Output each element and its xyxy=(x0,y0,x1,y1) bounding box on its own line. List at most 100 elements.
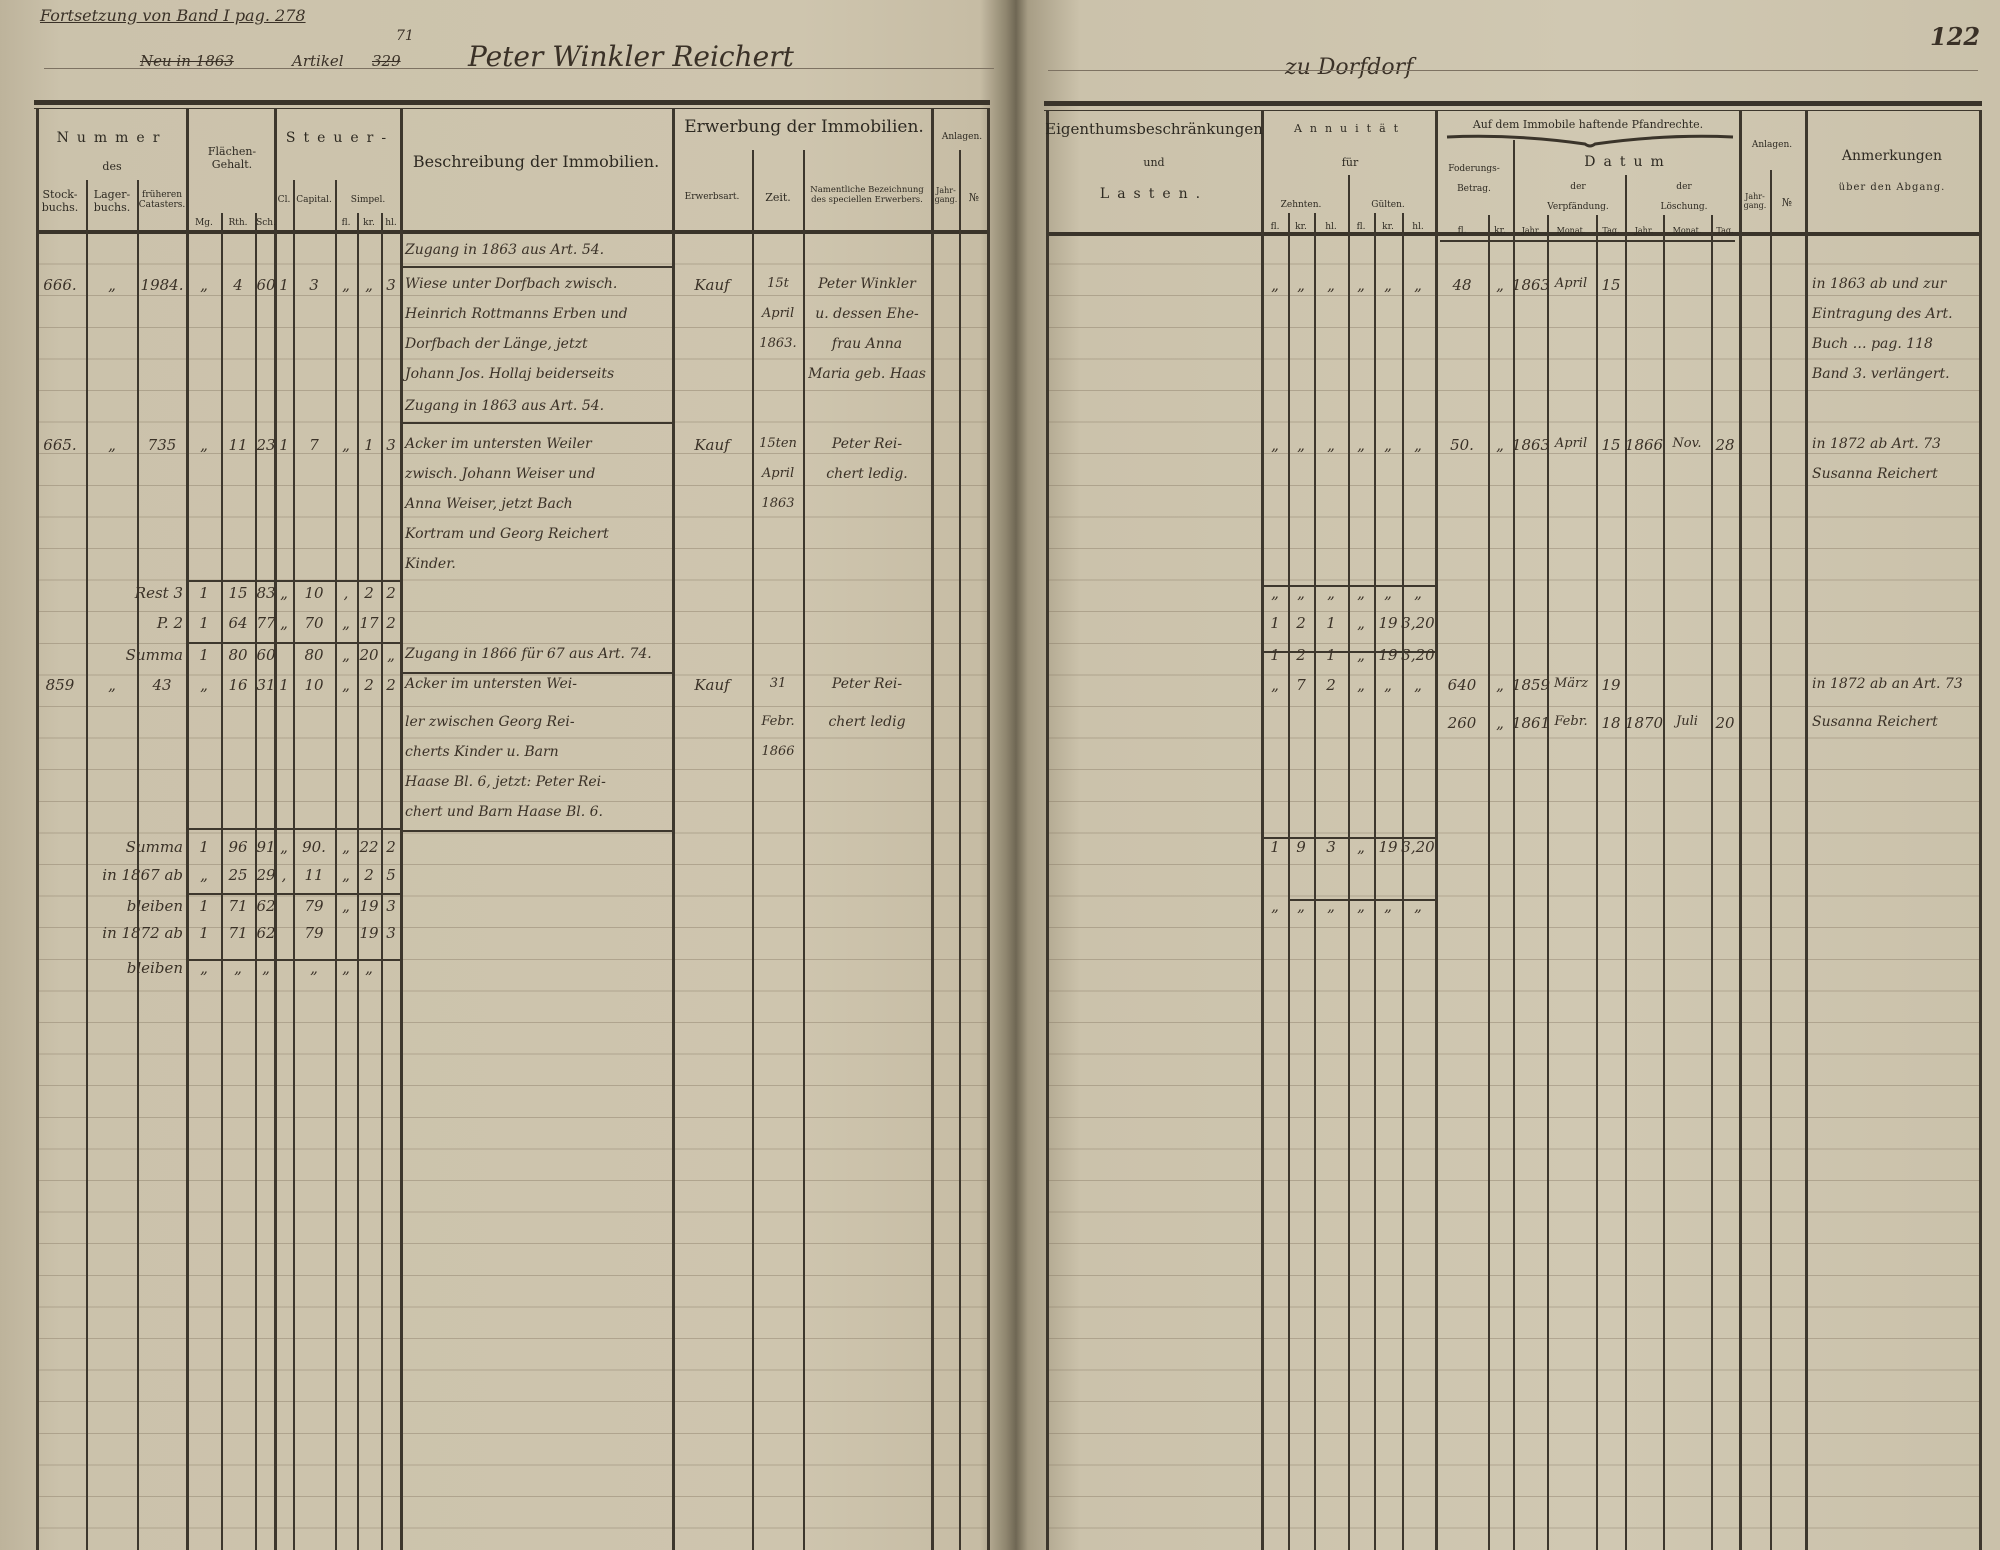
header-g-hl: hl. xyxy=(1412,222,1424,232)
ledger-cell-kr: 17 xyxy=(359,614,379,632)
sum-rule xyxy=(186,893,400,895)
header-verpfaendung: Verpfändung. xyxy=(1547,202,1609,212)
ledger-cell-l-jahr: 1866 xyxy=(1624,436,1664,454)
ledger-cell-anm: Buch … pag. 118 xyxy=(1812,336,1933,352)
ledger-cell-frueh: 735 xyxy=(147,436,177,454)
ledger-cell-stock: 666. xyxy=(43,276,77,294)
ledger-cell-desc: Haase Bl. 6, jetzt: Peter Rei- xyxy=(405,774,606,790)
header-sch: Sch. xyxy=(256,218,276,228)
header-anlagen-right: Anlagen. xyxy=(1751,140,1793,150)
ledger-cell-cl: , xyxy=(281,866,287,884)
ledger-cell-desc: Zugang in 1863 aus Art. 54. xyxy=(405,398,605,414)
ledger-cell-v-monat: April xyxy=(1554,276,1588,291)
ledger-cell-g-kr: „ xyxy=(1384,436,1392,454)
ledger-cell-desc: zwisch. Johann Weiser und xyxy=(405,466,596,482)
header-anlagen-left: Anlagen. xyxy=(941,132,983,142)
ledger-cell-capital: 7 xyxy=(309,436,319,454)
ledger-cell-z-fl: „ xyxy=(1271,676,1279,694)
article-struck: 329 xyxy=(372,52,401,70)
header-l-jahr: Jahr. xyxy=(1634,226,1654,235)
header-loeschung: Löschung. xyxy=(1660,202,1708,212)
ledger-cell-rth: 4 xyxy=(233,276,243,294)
ledger-cell-fl: „ xyxy=(342,646,350,664)
ledger-cell-rth: 16 xyxy=(228,676,248,694)
ledger-cell-label: bleiben xyxy=(126,959,183,977)
header-foderung: Foderungs- Betrag. xyxy=(1448,164,1500,194)
ledger-cell-stock: 859 xyxy=(45,676,75,694)
ledger-cell-z-kr: 7 xyxy=(1296,676,1306,694)
ledger-cell-v-tag: 15 xyxy=(1601,276,1621,294)
column-divider xyxy=(1374,213,1376,1550)
ledger-cell-label: in 1872 ab xyxy=(102,924,183,942)
ledger-cell-fl: „ xyxy=(342,866,350,884)
ledger-cell-stock: 665. xyxy=(43,436,77,454)
column-divider xyxy=(1770,170,1772,1550)
ledger-cell-desc: Acker im untersten Weiler xyxy=(405,436,592,452)
ledger-cell-desc: cherts Kinder u. Barn xyxy=(405,744,559,760)
ledger-cell-desc: Zugang in 1863 aus Art. 54. xyxy=(405,242,605,258)
ledger-cell-kr: 2 xyxy=(364,676,374,694)
ledger-cell-f-fl: 48 xyxy=(1452,276,1472,294)
ledger-cell-l-jahr: 1870 xyxy=(1624,714,1664,732)
ledger-cell-capital: „ xyxy=(310,959,318,977)
ledger-cell-sch: „ xyxy=(262,959,270,977)
ledger-cell-cl: 1 xyxy=(279,436,289,454)
ledger-cell-lager: „ xyxy=(108,676,116,694)
description-rule xyxy=(400,266,672,268)
ledger-cell-name: chert ledig xyxy=(828,714,906,730)
ledger-cell-desc: ler zwischen Georg Rei- xyxy=(405,714,575,730)
ledger-cell-z-fl: 1 xyxy=(1270,614,1280,632)
ledger-cell-capital: 10 xyxy=(304,676,324,694)
header-z-kr: kr. xyxy=(1295,222,1307,232)
ledger-cell-g-hl: „ xyxy=(1414,584,1422,602)
ledger-cell-fl: „ xyxy=(342,436,350,454)
header-cl: Cl. xyxy=(277,195,291,205)
ledger-cell-mg: 1 xyxy=(199,838,209,856)
ledger-cell-rth: 64 xyxy=(228,614,248,632)
ledger-cell-capital: 79 xyxy=(304,924,324,942)
header-erwerbung: Erwerbung der Immobilien. xyxy=(684,117,924,137)
ledger-cell-v-jahr: 1861 xyxy=(1511,714,1551,732)
sum-rule xyxy=(1261,837,1435,839)
ledger-cell-capital: 80 xyxy=(304,646,324,664)
ledger-cell-desc: Heinrich Rottmanns Erben und xyxy=(405,306,628,322)
ledger-cell-rth: „ xyxy=(234,959,242,977)
header-stockbuchs-2: buchs. xyxy=(41,201,79,214)
ledger-cell-kr: 2 xyxy=(364,584,374,602)
ledger-cell-anm: Susanna Reichert xyxy=(1812,714,1938,730)
header-flaechen-1: Flächen- xyxy=(207,145,257,158)
ledger-cell-v-monat: Febr. xyxy=(1554,714,1588,729)
ledger-cell-mg: 1 xyxy=(199,897,209,915)
column-divider xyxy=(1625,175,1627,1550)
ledger-cell-z-hl: „ xyxy=(1327,897,1335,915)
ledger-cell-v-monat: April xyxy=(1554,436,1588,451)
ledger-cell-zeit: April xyxy=(761,306,795,321)
header-z-hl: hl. xyxy=(1325,222,1337,232)
header-abgang: über den Abgang. xyxy=(1838,182,1946,193)
article-label: Artikel xyxy=(292,52,344,70)
ledger-cell-g-hl: 3,20 xyxy=(1401,838,1435,856)
header-lasten: Lasten. xyxy=(1099,186,1209,202)
ledger-cell-kr: 19 xyxy=(359,897,379,915)
header-f-kr: kr. xyxy=(1494,226,1506,236)
ledger-cell-erwerb: Kauf xyxy=(694,276,730,294)
ledger-cell-g-fl: „ xyxy=(1357,646,1365,664)
ledger-cell-g-kr: „ xyxy=(1384,897,1392,915)
ledger-cell-desc: Kortram und Georg Reichert xyxy=(405,526,609,542)
ledger-cell-capital: 79 xyxy=(304,897,324,915)
header-mg: Mg. xyxy=(195,218,213,228)
ledger-cell-mg: „ xyxy=(200,866,208,884)
header-stockbuchs: Stock-buchs. xyxy=(42,188,79,214)
ledger-cell-sch: 91 xyxy=(256,838,276,856)
ledger-cell-anm: Band 3. verlängert. xyxy=(1812,366,1950,382)
header-stockbuchs-1: Stock- xyxy=(42,188,78,201)
header-foderung-2: Betrag. xyxy=(1457,184,1491,194)
column-divider xyxy=(1739,110,1742,1550)
ledger-cell-hl: 2 xyxy=(386,676,396,694)
ledger-cell-kr: „ xyxy=(365,276,373,294)
header-namentliche-2: des speciellen Erwerbers. xyxy=(811,195,923,205)
column-divider xyxy=(400,108,403,1550)
ledger-cell-kr: 20 xyxy=(359,646,379,664)
ledger-cell-z-hl: 1 xyxy=(1326,646,1336,664)
ledger-cell-v-jahr: 1859 xyxy=(1511,676,1551,694)
